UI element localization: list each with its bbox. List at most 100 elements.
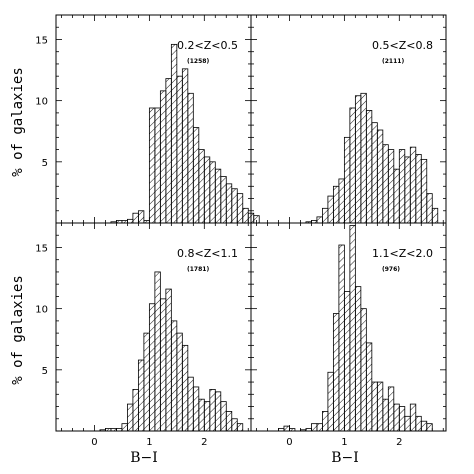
histogram-bar <box>148 303 156 432</box>
x-axis-label-right: B−I <box>331 450 359 466</box>
histogram-bar <box>382 398 389 432</box>
histogram-bar <box>187 92 194 224</box>
histogram-bar <box>311 423 318 432</box>
histogram-bar <box>343 291 351 432</box>
histogram-bar <box>409 403 417 432</box>
histogram-bar <box>316 216 323 224</box>
x-axis-label-left: B−I <box>130 450 158 466</box>
histogram-bar <box>404 415 411 432</box>
histogram-bar <box>420 158 428 224</box>
histogram-bar <box>382 144 389 224</box>
y-tick-label: 5 <box>42 158 48 169</box>
histogram-bar <box>360 92 367 224</box>
histogram-bar <box>283 425 290 432</box>
panel-redshift-label: 0.8<Z<1.1 <box>177 247 238 260</box>
histogram-bar <box>349 225 356 432</box>
histogram-bar <box>409 146 417 224</box>
y-tick-label: 5 <box>42 366 48 377</box>
panel-count-label: (2111) <box>382 58 404 65</box>
histogram-bar <box>121 423 128 432</box>
histogram-bar <box>132 388 139 432</box>
histogram-bar <box>170 320 178 432</box>
histogram-bar <box>225 183 233 224</box>
histogram-bar <box>203 156 211 224</box>
histogram-bar <box>209 161 216 224</box>
histogram-bar <box>426 193 433 224</box>
histogram-bar <box>376 381 384 432</box>
histogram-bar <box>376 129 384 224</box>
histogram-bar <box>322 411 329 432</box>
histogram-bar <box>360 308 367 432</box>
panel-count-label: (1258) <box>187 58 209 65</box>
histogram-bar <box>387 149 395 224</box>
histogram-bar <box>404 156 411 224</box>
histogram-bar <box>415 415 422 432</box>
x-tick-label: 1 <box>146 437 152 448</box>
histogram-bar <box>415 154 422 224</box>
histogram-bar <box>159 90 167 224</box>
histogram-bar <box>316 423 323 432</box>
panel-bottom-left: 5 10 15 0 1 2 0.8<Z<1.1 (1781) <box>35 222 252 448</box>
histogram-bar <box>231 418 238 432</box>
y-axis-label-top: % of galaxies <box>10 67 26 177</box>
histogram-bar <box>332 185 340 224</box>
histogram-bar <box>170 43 178 224</box>
histogram-bar <box>231 188 238 224</box>
histogram-bar <box>343 136 351 224</box>
histogram-bar <box>127 218 134 224</box>
histogram-bar <box>338 178 345 224</box>
y-tick-label: 10 <box>35 97 48 108</box>
histogram-bar <box>127 403 134 432</box>
histogram-bar <box>365 342 373 432</box>
histogram-bar <box>426 423 433 432</box>
histogram-bar <box>220 401 227 432</box>
panel-count-label: (1781) <box>187 266 209 273</box>
histogram-bar <box>203 401 211 432</box>
panel-count-label: (976) <box>382 266 400 273</box>
histogram-bar <box>236 193 244 224</box>
histogram-bar <box>371 122 378 224</box>
histogram-bar <box>393 168 400 224</box>
histogram-bar <box>137 210 145 224</box>
histogram-bar <box>220 176 227 224</box>
panel-top-left: 5 10 15 0.2<Z<0.5 (1258) <box>35 14 260 224</box>
x-tick-label: 2 <box>396 437 402 448</box>
histogram-bar <box>214 391 222 432</box>
histogram-bar <box>322 207 329 224</box>
histogram-bar <box>198 398 205 432</box>
histogram-bar <box>192 127 200 224</box>
histogram-bar <box>181 344 189 432</box>
histogram-bar <box>431 207 439 224</box>
histogram-bar <box>393 403 400 432</box>
histogram-bar <box>181 68 189 224</box>
y-tick-label: 15 <box>35 35 48 46</box>
histogram-bar <box>132 212 139 224</box>
histogram-bar <box>242 207 249 224</box>
panel-redshift-label: 0.2<Z<0.5 <box>177 39 238 52</box>
histogram-bar <box>371 381 378 432</box>
histogram-bar <box>137 359 145 432</box>
histogram-bar <box>365 110 373 224</box>
histogram-bar <box>354 95 362 224</box>
histogram-bar <box>192 386 200 432</box>
histogram-bar <box>165 78 172 224</box>
histogram-bar <box>398 406 406 432</box>
histogram-bar <box>159 298 167 432</box>
histogram-bar <box>387 386 395 432</box>
x-tick-label: 0 <box>91 437 97 448</box>
histogram-bar <box>209 388 216 432</box>
histogram-bar <box>187 376 194 432</box>
histogram-bar <box>236 423 244 432</box>
histogram-bar <box>327 371 334 432</box>
histogram-bar <box>420 420 428 432</box>
histogram-bar <box>327 195 334 224</box>
panel-bottom-right: 0 1 2 1.1<Z<2.0 (976) <box>250 222 447 448</box>
panel-top-right: 0.5<Z<0.8 (2111) <box>250 14 447 224</box>
histogram-bar <box>338 244 345 432</box>
histogram-bar <box>225 411 233 432</box>
histogram-bar <box>176 75 183 224</box>
histogram-bar <box>165 288 172 432</box>
y-tick-label: 10 <box>35 305 48 316</box>
